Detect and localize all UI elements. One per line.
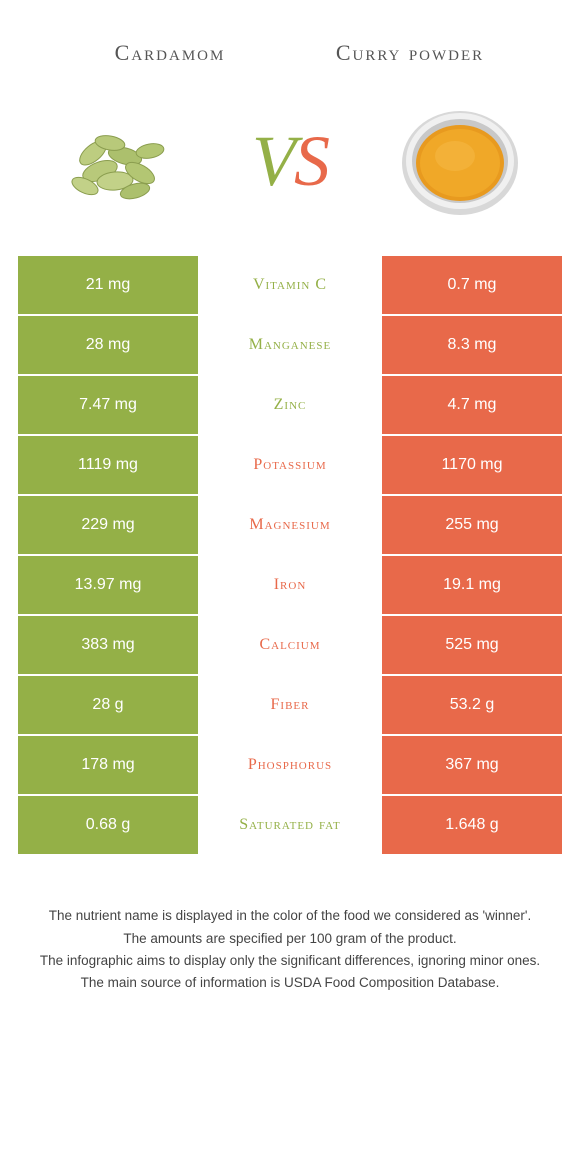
cardamom-image	[45, 96, 195, 226]
right-value: 1.648 g	[382, 796, 562, 854]
left-value: 28 mg	[18, 316, 198, 374]
left-food-title: Cardamom	[50, 40, 290, 66]
right-value: 1170 mg	[382, 436, 562, 494]
left-value: 28 g	[18, 676, 198, 734]
table-row: 1119 mgPotassium1170 mg	[18, 436, 562, 494]
footer-line-1: The nutrient name is displayed in the co…	[35, 906, 545, 926]
right-value: 8.3 mg	[382, 316, 562, 374]
table-row: 229 mgMagnesium255 mg	[18, 496, 562, 554]
nutrient-label: Magnesium	[198, 496, 382, 554]
table-row: 7.47 mgZinc4.7 mg	[18, 376, 562, 434]
header: Cardamom Curry powder	[0, 0, 580, 86]
table-row: 28 gFiber53.2 g	[18, 676, 562, 734]
vs-label: VS	[252, 120, 328, 203]
table-row: 0.68 gSaturated fat1.648 g	[18, 796, 562, 854]
nutrient-label: Fiber	[198, 676, 382, 734]
left-value: 7.47 mg	[18, 376, 198, 434]
left-value: 13.97 mg	[18, 556, 198, 614]
table-row: 28 mgManganese8.3 mg	[18, 316, 562, 374]
left-value: 21 mg	[18, 256, 198, 314]
right-value: 255 mg	[382, 496, 562, 554]
curry-image	[385, 96, 535, 226]
cardamom-pods-icon	[45, 101, 195, 221]
right-value: 0.7 mg	[382, 256, 562, 314]
left-value: 383 mg	[18, 616, 198, 674]
header-left: Cardamom	[50, 40, 290, 66]
left-value: 229 mg	[18, 496, 198, 554]
table-row: 13.97 mgIron19.1 mg	[18, 556, 562, 614]
nutrient-label: Vitamin C	[198, 256, 382, 314]
right-value: 4.7 mg	[382, 376, 562, 434]
curry-bowl-icon	[390, 101, 530, 221]
nutrient-table: 21 mgVitamin C0.7 mg28 mgManganese8.3 mg…	[18, 256, 562, 854]
right-food-title: Curry powder	[290, 40, 530, 66]
right-value: 19.1 mg	[382, 556, 562, 614]
nutrient-label: Zinc	[198, 376, 382, 434]
footer-line-4: The main source of information is USDA F…	[35, 973, 545, 993]
table-row: 178 mgPhosphorus367 mg	[18, 736, 562, 794]
nutrient-label: Calcium	[198, 616, 382, 674]
nutrient-label: Iron	[198, 556, 382, 614]
vs-v: V	[252, 121, 294, 201]
header-right: Curry powder	[290, 40, 530, 66]
footer-notes: The nutrient name is displayed in the co…	[0, 856, 580, 1015]
footer-line-2: The amounts are specified per 100 gram o…	[35, 929, 545, 949]
left-value: 178 mg	[18, 736, 198, 794]
nutrient-label: Saturated fat	[198, 796, 382, 854]
nutrient-label: Manganese	[198, 316, 382, 374]
left-value: 1119 mg	[18, 436, 198, 494]
nutrient-label: Potassium	[198, 436, 382, 494]
images-row: VS	[0, 86, 580, 256]
footer-line-3: The infographic aims to display only the…	[35, 951, 545, 971]
right-value: 367 mg	[382, 736, 562, 794]
nutrient-label: Phosphorus	[198, 736, 382, 794]
table-row: 21 mgVitamin C0.7 mg	[18, 256, 562, 314]
right-value: 525 mg	[382, 616, 562, 674]
right-value: 53.2 g	[382, 676, 562, 734]
vs-s: S	[294, 121, 328, 201]
table-row: 383 mgCalcium525 mg	[18, 616, 562, 674]
left-value: 0.68 g	[18, 796, 198, 854]
